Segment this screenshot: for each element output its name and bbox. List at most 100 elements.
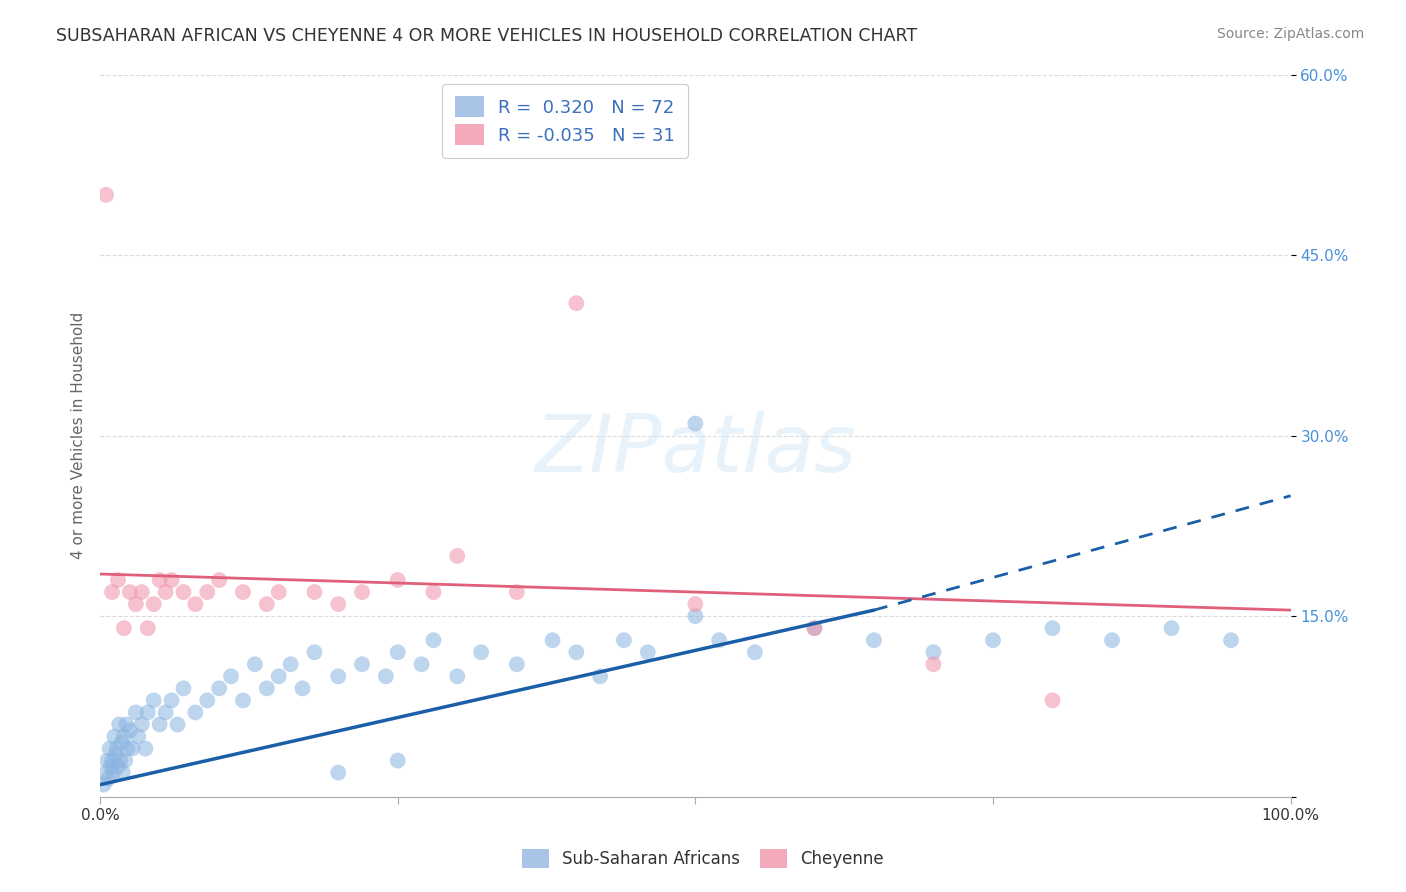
Point — [446, 549, 468, 563]
Point — [103, 730, 125, 744]
Point — [637, 645, 659, 659]
Point — [267, 585, 290, 599]
Point — [172, 585, 194, 599]
Text: SUBSAHARAN AFRICAN VS CHEYENNE 4 OR MORE VEHICLES IN HOUSEHOLD CORRELATION CHART: SUBSAHARAN AFRICAN VS CHEYENNE 4 OR MORE… — [56, 27, 917, 45]
Point — [142, 693, 165, 707]
Point — [107, 759, 129, 773]
Point — [256, 681, 278, 696]
Point — [1220, 633, 1243, 648]
Point — [387, 754, 409, 768]
Point — [208, 681, 231, 696]
Point — [803, 621, 825, 635]
Point — [155, 706, 177, 720]
Legend: R =  0.320   N = 72, R = -0.035   N = 31: R = 0.320 N = 72, R = -0.035 N = 31 — [443, 84, 688, 158]
Point — [232, 585, 254, 599]
Point — [256, 597, 278, 611]
Point — [125, 597, 148, 611]
Point — [127, 730, 149, 744]
Point — [195, 693, 218, 707]
Point — [155, 585, 177, 599]
Point — [118, 585, 141, 599]
Point — [709, 633, 731, 648]
Point — [506, 657, 529, 672]
Point — [112, 621, 135, 635]
Point — [304, 645, 326, 659]
Point — [98, 741, 121, 756]
Point — [232, 693, 254, 707]
Point — [328, 765, 350, 780]
Point — [160, 693, 183, 707]
Point — [101, 585, 124, 599]
Point — [136, 621, 159, 635]
Point — [117, 741, 139, 756]
Point — [328, 669, 350, 683]
Point — [304, 585, 326, 599]
Point — [350, 657, 373, 672]
Point — [160, 573, 183, 587]
Point — [1160, 621, 1182, 635]
Point — [744, 645, 766, 659]
Point — [411, 657, 433, 672]
Point — [125, 706, 148, 720]
Point — [243, 657, 266, 672]
Point — [350, 585, 373, 599]
Y-axis label: 4 or more Vehicles in Household: 4 or more Vehicles in Household — [72, 312, 86, 559]
Point — [166, 717, 188, 731]
Point — [1042, 621, 1064, 635]
Point — [374, 669, 396, 683]
Point — [96, 754, 118, 768]
Point — [121, 741, 143, 756]
Point — [506, 585, 529, 599]
Point — [267, 669, 290, 683]
Point — [1101, 633, 1123, 648]
Point — [280, 657, 302, 672]
Point — [172, 681, 194, 696]
Text: ZIPatlas: ZIPatlas — [534, 411, 856, 489]
Point — [541, 633, 564, 648]
Point — [446, 669, 468, 683]
Point — [115, 717, 138, 731]
Point — [184, 597, 207, 611]
Point — [142, 597, 165, 611]
Point — [105, 741, 128, 756]
Point — [101, 754, 124, 768]
Point — [685, 417, 707, 431]
Point — [589, 669, 612, 683]
Point — [131, 585, 153, 599]
Point — [863, 633, 886, 648]
Point — [184, 706, 207, 720]
Point — [422, 585, 444, 599]
Point — [134, 741, 156, 756]
Point — [136, 706, 159, 720]
Point — [565, 645, 588, 659]
Point — [103, 765, 125, 780]
Point — [112, 730, 135, 744]
Point — [613, 633, 636, 648]
Point — [114, 754, 136, 768]
Point — [110, 754, 132, 768]
Point — [94, 187, 117, 202]
Point — [108, 717, 131, 731]
Legend: Sub-Saharan Africans, Cheyenne: Sub-Saharan Africans, Cheyenne — [516, 842, 890, 875]
Point — [149, 717, 172, 731]
Point — [110, 735, 132, 749]
Point — [981, 633, 1004, 648]
Point — [922, 645, 945, 659]
Point — [291, 681, 314, 696]
Point — [104, 747, 127, 762]
Point — [685, 597, 707, 611]
Point — [111, 765, 134, 780]
Point — [387, 645, 409, 659]
Point — [131, 717, 153, 731]
Text: Source: ZipAtlas.com: Source: ZipAtlas.com — [1216, 27, 1364, 41]
Point — [1042, 693, 1064, 707]
Point — [470, 645, 492, 659]
Point — [195, 585, 218, 599]
Point — [803, 621, 825, 635]
Point — [118, 723, 141, 738]
Point — [97, 772, 120, 786]
Point — [387, 573, 409, 587]
Point — [422, 633, 444, 648]
Point — [107, 573, 129, 587]
Point — [93, 778, 115, 792]
